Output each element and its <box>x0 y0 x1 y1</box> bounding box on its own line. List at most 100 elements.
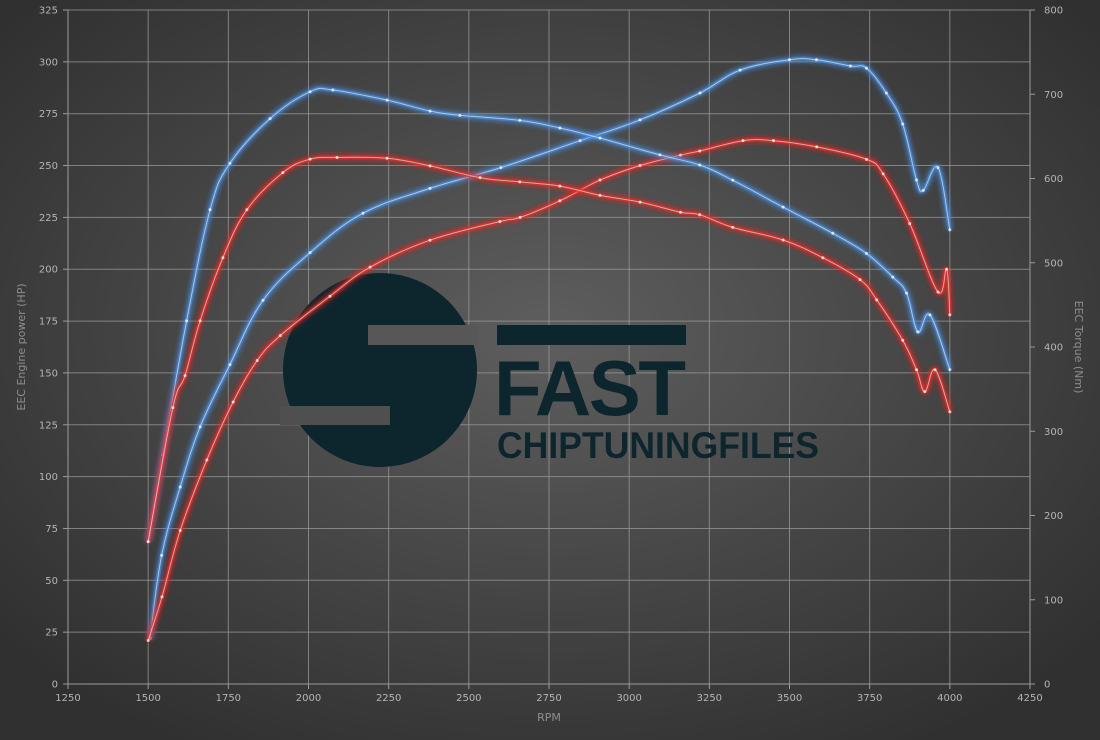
data-point-stock-torque <box>198 319 202 323</box>
data-point-tuned-torque <box>598 136 602 140</box>
data-point-tuned-power <box>198 425 202 429</box>
data-point-stock-torque <box>518 180 522 184</box>
y-axis-label-left: EEC Engine power (HP) <box>15 283 28 410</box>
logo: FAST CHIPTUNINGFILES <box>280 273 819 467</box>
data-point-stock-power <box>948 313 952 317</box>
y-tick-label-right: 800 <box>1044 6 1063 17</box>
y-tick-label-left: 150 <box>39 368 58 379</box>
data-point-tuned-power <box>228 363 232 367</box>
x-tick-label: 2000 <box>296 693 321 704</box>
data-point-tuned-torque <box>658 153 662 157</box>
y-tick-label-right: 300 <box>1044 427 1063 438</box>
y-tick-label-right: 500 <box>1044 258 1063 269</box>
data-point-stock-power <box>231 400 235 404</box>
data-point-tuned-torque <box>731 178 735 182</box>
data-point-tuned-torque <box>428 109 432 113</box>
data-point-tuned-torque <box>698 163 702 167</box>
data-point-tuned-power <box>814 58 818 62</box>
data-point-tuned-power <box>698 91 702 95</box>
data-point-tuned-power <box>901 122 905 126</box>
data-point-tuned-torque <box>891 275 895 279</box>
data-point-stock-torque <box>281 171 285 175</box>
y-tick-label-right: 0 <box>1044 680 1050 691</box>
y-tick-label-left: 25 <box>45 628 58 639</box>
x-tick-label: 2750 <box>536 693 561 704</box>
data-point-stock-power <box>160 595 164 599</box>
data-point-stock-torque <box>901 338 905 342</box>
series-tuned-torque <box>146 86 952 544</box>
y-tick-label-right: 700 <box>1044 90 1063 101</box>
logo-text-chiptuningfiles: CHIPTUNINGFILES <box>497 425 819 466</box>
data-point-stock-power <box>255 358 259 362</box>
data-point-stock-torque <box>875 298 879 302</box>
data-point-stock-power <box>881 172 885 176</box>
data-point-tuned-torque <box>864 251 868 255</box>
data-point-stock-power <box>771 139 775 143</box>
data-point-stock-power <box>908 222 912 226</box>
data-point-stock-torque <box>698 213 702 217</box>
x-tick-label: 4000 <box>937 693 962 704</box>
y-tick-label-left: 175 <box>39 317 58 328</box>
data-point-tuned-torque <box>228 161 232 165</box>
data-point-stock-power <box>205 458 209 462</box>
data-point-tuned-power <box>738 68 742 72</box>
data-point-tuned-power <box>848 64 852 68</box>
data-point-stock-torque <box>335 155 339 159</box>
data-point-tuned-power <box>178 485 182 489</box>
y-tick-label-left: 250 <box>39 161 58 172</box>
y-tick-label-left: 100 <box>39 472 58 483</box>
series-stock-torque <box>146 155 952 544</box>
data-point-stock-torque <box>821 256 825 260</box>
data-point-stock-torque <box>478 176 482 180</box>
data-point-stock-power <box>498 220 502 224</box>
data-point-stock-torque <box>678 210 682 214</box>
x-tick-label: 3250 <box>697 693 722 704</box>
data-point-tuned-power <box>936 166 940 170</box>
data-point-stock-torque <box>948 410 952 414</box>
axes: 1250 1500 1750 2000 2250 2500 2750 3000 3250 3500… <box>39 6 1063 705</box>
data-point-tuned-torque <box>208 208 212 212</box>
data-point-tuned-power <box>160 553 164 557</box>
data-point-tuned-power <box>261 298 265 302</box>
y-tick-label-right: 200 <box>1044 511 1063 522</box>
data-point-stock-torque <box>781 238 785 242</box>
y-tick-label-left: 0 <box>52 680 58 691</box>
data-point-tuned-torque <box>268 117 272 121</box>
data-point-tuned-torque <box>185 319 189 323</box>
data-point-stock-torque <box>914 368 918 372</box>
data-point-tuned-torque <box>905 291 909 295</box>
data-point-stock-torque <box>598 193 602 197</box>
y-tick-label-left: 75 <box>45 524 58 535</box>
data-point-tuned-power <box>361 211 365 215</box>
grid <box>67 9 1031 685</box>
data-point-stock-torque <box>923 390 927 394</box>
data-point-stock-power <box>945 267 949 271</box>
data-point-stock-torque <box>146 540 150 544</box>
x-tick-label: 3750 <box>857 693 882 704</box>
data-point-tuned-power <box>308 251 312 255</box>
series-line-tuned-torque <box>147 87 951 542</box>
data-point-tuned-power <box>921 188 925 192</box>
data-point-stock-power <box>428 238 432 242</box>
data-point-tuned-power <box>499 166 503 170</box>
data-point-stock-torque <box>221 256 225 260</box>
data-point-tuned-torque <box>928 313 932 317</box>
y-axis-label-right: EEC Torque (Nm) <box>1072 301 1085 394</box>
data-point-stock-power <box>146 638 150 642</box>
data-point-tuned-torque <box>831 231 835 235</box>
data-point-tuned-power <box>864 66 868 70</box>
y-tick-label-left: 325 <box>39 6 58 17</box>
data-point-tuned-torque <box>948 368 952 372</box>
data-point-stock-power <box>178 529 182 533</box>
y-tick-label-left: 275 <box>39 109 58 120</box>
data-point-tuned-power <box>914 178 918 182</box>
series-layer <box>146 56 952 642</box>
data-point-tuned-power <box>638 118 642 122</box>
y-tick-label-left: 225 <box>39 213 58 224</box>
data-point-tuned-torque <box>385 98 389 102</box>
data-point-stock-torque <box>308 157 312 161</box>
y-tick-label-left: 300 <box>39 57 58 68</box>
y-tick-label-left: 50 <box>45 576 58 587</box>
data-point-stock-power <box>368 265 372 269</box>
